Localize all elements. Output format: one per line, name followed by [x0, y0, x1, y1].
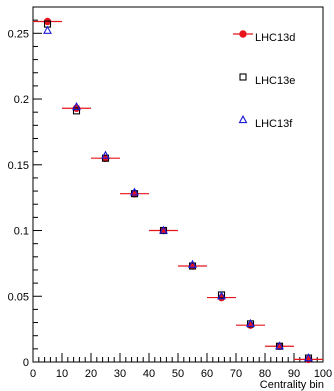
x-tick-label: 30 [114, 368, 126, 380]
y-tick-label: 0 [23, 357, 29, 369]
data-markers [43, 17, 313, 364]
x-tick-label: 90 [288, 368, 300, 380]
point-lhc13f [275, 341, 284, 350]
legend-marker-lhc13d [239, 30, 247, 38]
x-axis-title: Centrality bin [260, 379, 324, 391]
x-tick-label: 10 [56, 368, 68, 380]
x-tick-label: 60 [201, 368, 213, 380]
y-tick-label: 0.2 [14, 94, 29, 106]
y-tick-label: 0.15 [8, 160, 29, 172]
legend-marker-lhc13e [239, 73, 247, 81]
point-lhc13f [304, 353, 313, 362]
point-lhc13f [159, 225, 168, 234]
point-lhc13e [72, 107, 81, 115]
x-tick-label: 0 [30, 368, 36, 380]
point-lhc13f [130, 187, 139, 196]
y-tick-label: 0.25 [8, 28, 29, 40]
x-tick-label: 70 [230, 368, 242, 380]
point-lhc13f [101, 150, 110, 159]
legend-label-lhc13e: LHC13e [255, 75, 295, 87]
error-bars [33, 20, 323, 360]
axes: 0 10 20 30 40 50 60 70 80 90 100 0 0.05 0.1 0.15 0.2 0.2… [8, 6, 332, 380]
legend-label-lhc13d: LHC13d [255, 32, 295, 44]
x-tick-label: 20 [85, 368, 97, 380]
x-tick-label: 100 [314, 368, 332, 380]
plot-frame [32, 6, 324, 363]
point-lhc13f [246, 318, 255, 328]
x-tick-label: 40 [143, 368, 155, 380]
legend-marker-lhc13f [238, 115, 248, 124]
legend: LHC13d LHC13e LHC13f [233, 30, 295, 130]
y-tick-label: 0.1 [14, 226, 29, 238]
point-lhc13f [188, 259, 197, 268]
point-lhc13f [217, 291, 226, 300]
legend-label-lhc13f: LHC13f [255, 118, 293, 130]
y-tick-label: 0.05 [8, 291, 29, 303]
point-lhc13f [43, 25, 52, 34]
x-tick-label: 50 [172, 368, 184, 380]
x-tick-label: 80 [259, 368, 271, 380]
point-lhc13f [72, 101, 81, 111]
